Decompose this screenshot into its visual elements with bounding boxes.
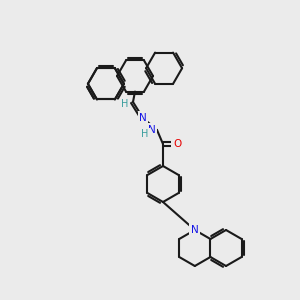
Text: O: O	[173, 139, 181, 149]
Text: N: N	[191, 225, 199, 235]
Text: H: H	[121, 99, 129, 109]
Text: N: N	[139, 113, 147, 123]
Text: H: H	[141, 129, 149, 139]
Text: N: N	[148, 125, 156, 135]
